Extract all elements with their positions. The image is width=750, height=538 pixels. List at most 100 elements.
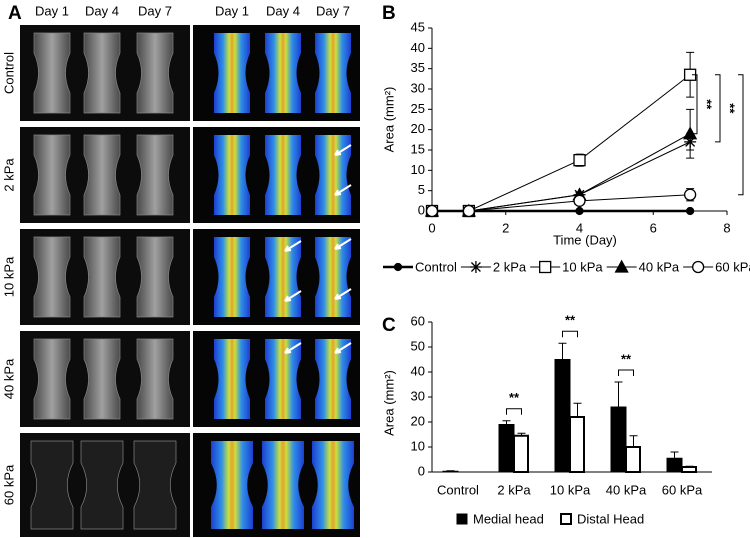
error-bar [685,465,694,467]
legend-label: 2 kPa [493,259,527,274]
y-tick-label: 0 [418,202,425,217]
x-tick-label: 0 [428,220,435,235]
series-line [432,133,691,212]
legend-swatch [560,513,572,525]
x-tick-label: 60 kPa [662,482,703,497]
y-tick-label: 10 [411,162,425,177]
heat-map [312,441,354,529]
column-header: Day 7 [138,3,172,18]
error-bar [446,470,455,472]
column-header: Day 1 [215,3,249,18]
significance: ** [565,313,576,328]
column-header: Day 4 [85,3,119,18]
marker [685,206,695,216]
row-label: 10 kPa [1,256,16,297]
arrow [334,342,352,354]
heat-map [214,135,250,215]
legend-label: Medial head [473,511,544,526]
significance: ** [621,351,632,366]
y-tick-label: 50 [411,338,425,353]
error-bar [502,420,511,425]
bracket [715,74,721,143]
x-tick-label: 8 [723,220,730,235]
legend-label: Control [415,259,457,274]
bar [610,406,627,473]
y-axis-label: Area (mm²) [381,87,396,153]
y-tick-label: 60 [411,313,425,328]
marker [614,259,629,273]
marker [462,204,476,218]
marker [683,188,697,201]
panel-letter: A [8,3,22,24]
heat-map [265,339,301,419]
significance: ** [700,99,715,110]
x-tick-label: 4 [576,220,583,235]
column-header: Day 1 [35,3,69,18]
bar [554,359,571,473]
ct-image [83,236,121,318]
legend-swatch [456,513,468,525]
error-bar [558,342,567,360]
y-tick-label: 35 [411,60,425,75]
y-axis-label: Area (mm²) [381,370,396,436]
marker [691,260,705,274]
ct-image [33,134,71,216]
y-tick-label: 45 [411,19,425,34]
bracket [692,74,698,135]
y-tick-label: 40 [411,40,425,55]
series-line [432,74,691,212]
error-bar [670,451,679,459]
column-header: Day 7 [316,3,350,18]
panel-letter: C [382,315,396,336]
heat-map [214,237,250,317]
ct-image [136,32,174,114]
marker [539,260,552,274]
arrow [284,240,302,252]
x-tick-label: 40 kPa [606,482,647,497]
ct-image [33,236,71,318]
ct-image [33,32,71,114]
x-tick-label: 2 [502,220,509,235]
column-header: Day 4 [266,3,300,18]
ct-image [30,440,74,530]
arrow [334,184,352,196]
heat-map [315,237,351,317]
y-tick-label: 30 [411,388,425,403]
x-axis-label: Time (Day) [553,232,617,247]
bar [666,457,683,473]
x-tick-label: 6 [650,220,657,235]
bracket [562,330,578,338]
bar [569,416,585,473]
marker [573,194,586,207]
row-label: 40 kPa [1,358,16,399]
heat-map [214,33,250,113]
ct-image [136,134,174,216]
y-tick-label: 5 [418,182,425,197]
y-tick-label: 0 [418,463,425,478]
error-bar [614,381,623,407]
y-tick-label: 25 [411,101,425,116]
y-tick-label: 10 [411,438,425,453]
ct-image [136,338,174,420]
heat-map [315,339,351,419]
y-tick-label: 15 [411,141,425,156]
bracket [738,74,744,196]
heat-map [262,441,304,529]
bracket [618,369,634,376]
ct-image [136,236,174,318]
arrow [284,290,302,302]
marker [575,206,584,216]
row-label: 2 kPa [1,158,16,192]
ct-image [80,440,124,530]
significance: ** [746,130,750,141]
arrow [334,288,352,300]
ct-image [33,338,71,420]
arrow [284,342,302,354]
bar [625,446,641,473]
series-line [432,194,691,212]
error-bar [573,402,582,417]
arrow [334,238,352,250]
x-tick-label: Control [437,482,479,497]
bracket [506,408,522,415]
